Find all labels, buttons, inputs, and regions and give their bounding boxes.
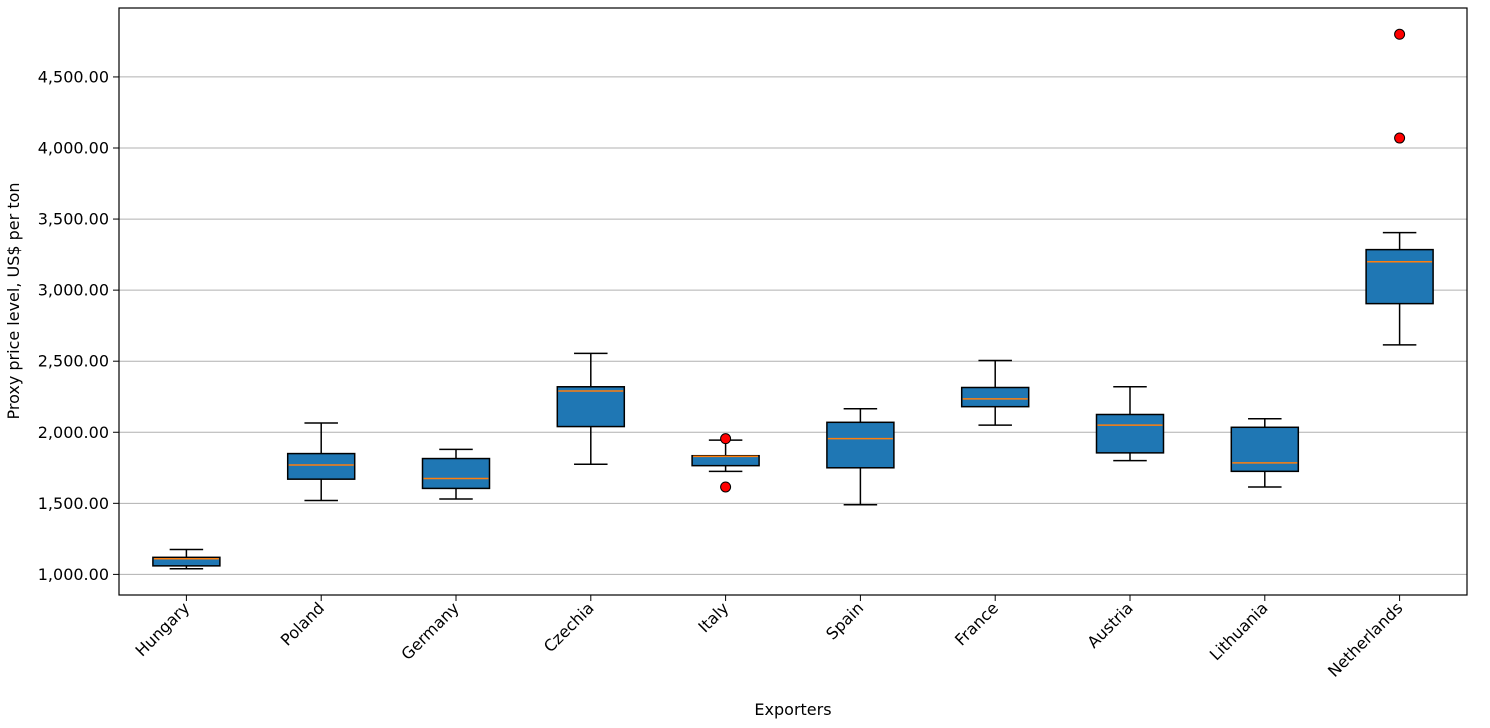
y-tick-label: 1,000.00 bbox=[38, 565, 109, 584]
box-group bbox=[421, 448, 491, 500]
y-tick-label: 2,000.00 bbox=[38, 423, 109, 442]
box-group bbox=[691, 433, 760, 493]
y-tick-label: 2,500.00 bbox=[38, 352, 109, 371]
x-tick-label: Austria bbox=[1083, 598, 1136, 651]
x-tick-label: Hungary bbox=[131, 598, 193, 660]
box-group bbox=[1095, 386, 1165, 462]
y-axis: 1,000.00 1,500.00 2,000.00 2,500.00 3,000.00… bbox=[38, 67, 119, 584]
box bbox=[826, 421, 895, 469]
box bbox=[421, 457, 491, 490]
outlier-point bbox=[720, 481, 732, 493]
x-axis: Hungary Poland Germany Czechia Italy Spain Fra… bbox=[131, 595, 1406, 681]
plot-frame bbox=[118, 7, 1468, 596]
y-tick-label: 1,500.00 bbox=[38, 494, 109, 513]
box-group bbox=[152, 548, 221, 570]
x-tick-label: Italy bbox=[694, 598, 732, 636]
box-group bbox=[556, 352, 626, 465]
box bbox=[286, 452, 356, 480]
boxes bbox=[152, 28, 1434, 570]
y-tick-label: 4,000.00 bbox=[38, 138, 109, 157]
x-tick-label: France bbox=[951, 598, 1002, 649]
box-group bbox=[960, 359, 1030, 426]
x-tick-label: Poland bbox=[277, 598, 328, 649]
y-tick-label: 3,500.00 bbox=[38, 210, 109, 229]
box-group bbox=[826, 408, 895, 506]
box bbox=[960, 386, 1030, 408]
grid-lines bbox=[119, 76, 1467, 575]
box bbox=[152, 556, 221, 567]
box bbox=[1095, 413, 1165, 454]
outlier-point bbox=[720, 433, 732, 445]
x-tick-label: Netherlands bbox=[1324, 598, 1406, 680]
outlier-point bbox=[1394, 132, 1406, 144]
x-tick-label: Czechia bbox=[540, 598, 598, 656]
box bbox=[691, 454, 760, 467]
box bbox=[1230, 426, 1300, 473]
box-group bbox=[1230, 418, 1300, 488]
y-tick-label: 3,000.00 bbox=[38, 281, 109, 300]
x-axis-title: Exporters bbox=[754, 700, 831, 719]
x-tick-label: Germany bbox=[397, 598, 462, 663]
outlier-point bbox=[1394, 28, 1406, 40]
box bbox=[1365, 248, 1434, 305]
x-tick-label: Lithuania bbox=[1206, 598, 1272, 664]
box bbox=[556, 386, 626, 428]
box-group bbox=[1365, 28, 1434, 346]
x-tick-label: Spain bbox=[822, 598, 867, 643]
box-group bbox=[286, 422, 356, 502]
y-tick-label: 4,500.00 bbox=[38, 67, 109, 86]
y-axis-title: Proxy price level, US$ per ton bbox=[4, 182, 23, 419]
